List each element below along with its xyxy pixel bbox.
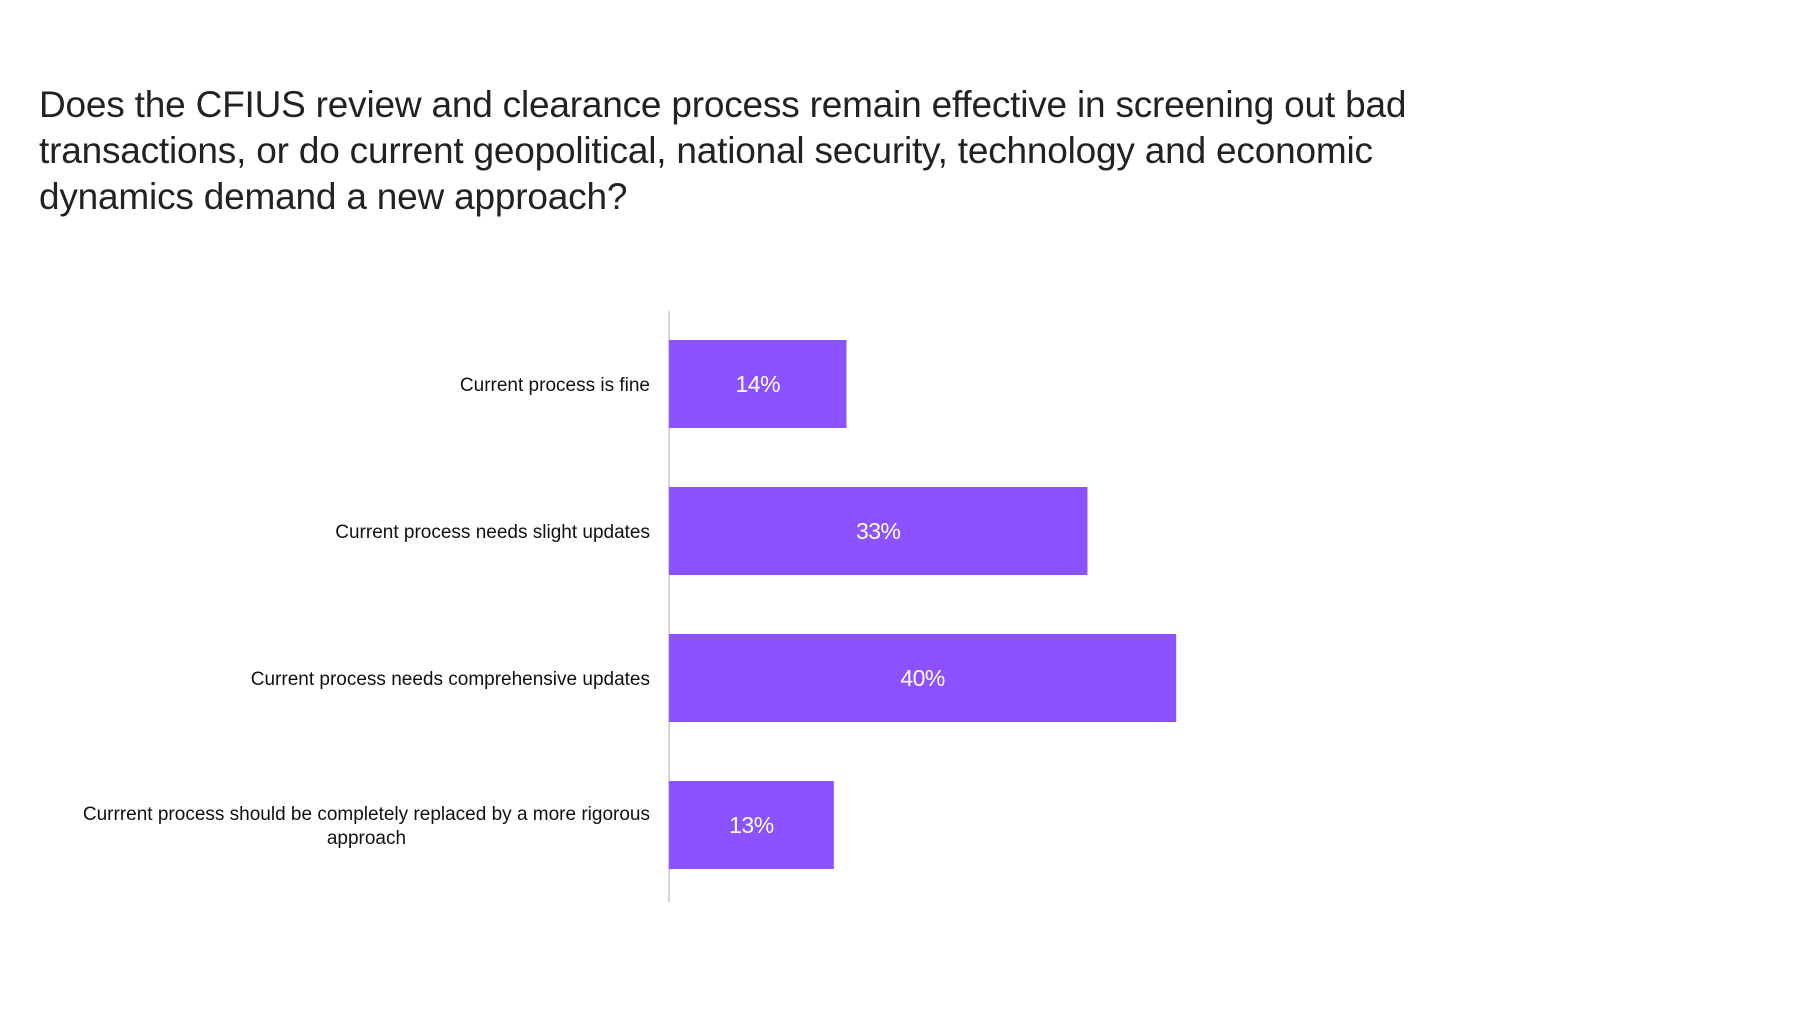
category-label: Current process is fine [460, 375, 650, 396]
chart-title: Does the CFIUS review and clearance proc… [39, 84, 1407, 217]
bar-value-label: 40% [900, 665, 945, 691]
bar-value-label: 33% [856, 518, 901, 544]
bar [669, 487, 1088, 575]
bar-value-label: 14% [735, 371, 780, 397]
bar [669, 634, 1177, 722]
category-label: Current process needs comprehensive upda… [251, 669, 650, 690]
category-label: Currrent process should be completely re… [83, 804, 650, 825]
category-label: Current process needs slight updates [335, 522, 650, 543]
bar [669, 340, 847, 428]
category-label: approach [327, 828, 406, 849]
bar [669, 781, 834, 869]
bar-value-label: 13% [729, 812, 774, 838]
